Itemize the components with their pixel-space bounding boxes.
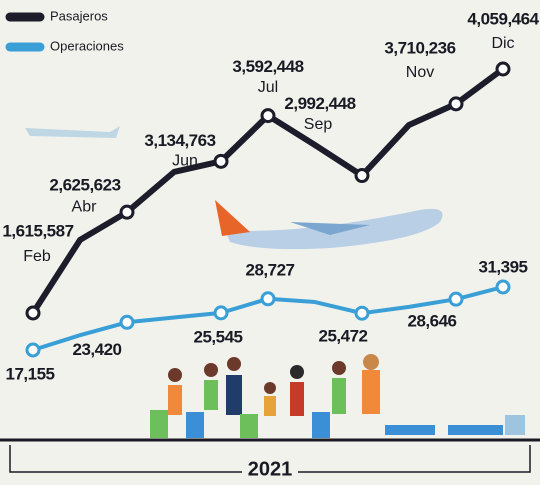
value-label: 2,625,623	[49, 176, 120, 195]
point-marker	[119, 204, 135, 220]
value-label: 3,592,448	[232, 57, 303, 76]
x-tick-label: Jun	[172, 153, 198, 170]
value-label: 28,646	[408, 312, 457, 331]
plane-large	[215, 200, 443, 250]
x-tick-label: Abr	[72, 198, 98, 215]
x-tick-label: Nov	[406, 64, 434, 81]
year-bg	[242, 458, 298, 482]
point-marker	[448, 96, 464, 112]
value-label: 25,472	[319, 327, 368, 346]
travelers	[150, 354, 525, 438]
point-marker	[260, 291, 276, 307]
x-tick-label: Jul	[258, 79, 278, 96]
value-label: 23,420	[73, 340, 122, 359]
point-marker	[260, 108, 276, 124]
point-marker	[354, 168, 370, 184]
value-label: 3,710,236	[384, 38, 455, 57]
value-label: 31,395	[479, 257, 528, 276]
x-tick-label: Sep	[304, 116, 333, 133]
plane-small	[25, 126, 120, 138]
value-label: 2,992,448	[284, 94, 355, 113]
x-axis-label: 2021	[248, 458, 293, 480]
point-marker	[495, 61, 511, 77]
legend-label: Operaciones	[50, 38, 124, 53]
legend-label: Pasajeros	[50, 8, 108, 23]
point-marker	[448, 291, 464, 307]
point-marker	[119, 314, 135, 330]
value-label: 25,545	[194, 327, 243, 346]
value-label: 1,615,587	[2, 221, 73, 240]
point-marker	[25, 305, 41, 321]
point-marker	[213, 305, 229, 321]
value-label: 28,727	[246, 260, 295, 279]
point-marker	[495, 279, 511, 295]
value-label: 4,059,464	[467, 9, 539, 28]
value-label: 17,155	[6, 364, 55, 383]
point-marker	[354, 305, 370, 321]
x-tick-label: Dic	[491, 35, 514, 52]
value-label: 3,134,763	[144, 131, 215, 150]
x-tick-label: Feb	[23, 248, 51, 265]
point-marker	[213, 153, 229, 169]
point-marker	[25, 342, 41, 358]
